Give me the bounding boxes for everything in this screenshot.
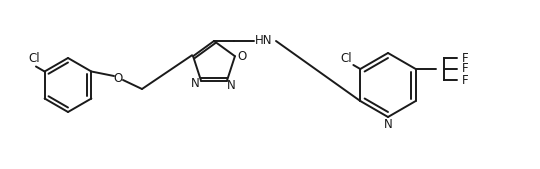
Text: F: F: [462, 63, 468, 76]
Text: N: N: [191, 77, 199, 90]
Text: N: N: [227, 79, 235, 92]
Text: F: F: [462, 52, 468, 65]
Text: Cl: Cl: [29, 52, 40, 65]
Text: N: N: [383, 118, 393, 131]
Text: O: O: [113, 71, 123, 84]
Text: HN: HN: [255, 34, 273, 47]
Text: Cl: Cl: [341, 53, 352, 66]
Text: F: F: [462, 74, 468, 87]
Text: O: O: [237, 50, 247, 63]
